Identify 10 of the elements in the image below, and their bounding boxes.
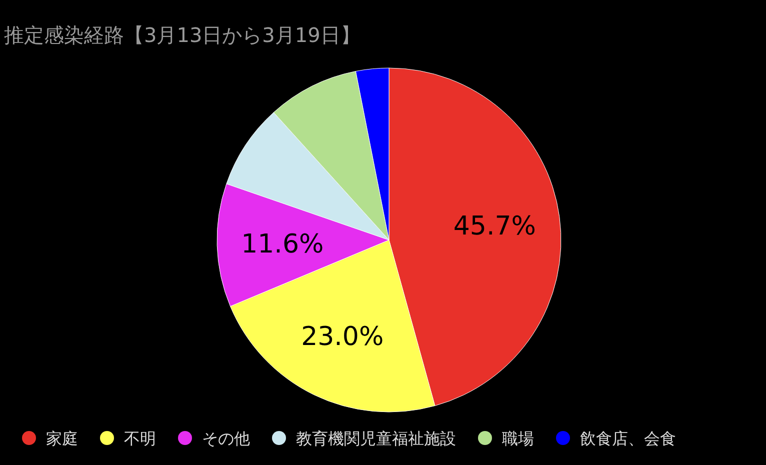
data-label: 23.0% [301,322,384,352]
data-label: 11.6% [241,229,324,260]
legend-label: その他 [202,429,250,448]
legend-label: 不明 [124,429,156,448]
chart-title: 推定感染経路【3月13日から3月19日】 [4,23,360,47]
data-label: 45.7% [453,212,536,242]
legend-label: 飲食店、会食 [580,429,676,448]
legend-label: 教育機関児童福祉施設 [296,429,456,448]
legend-label: 職場 [502,429,534,448]
legend-label: 家庭 [46,429,78,448]
